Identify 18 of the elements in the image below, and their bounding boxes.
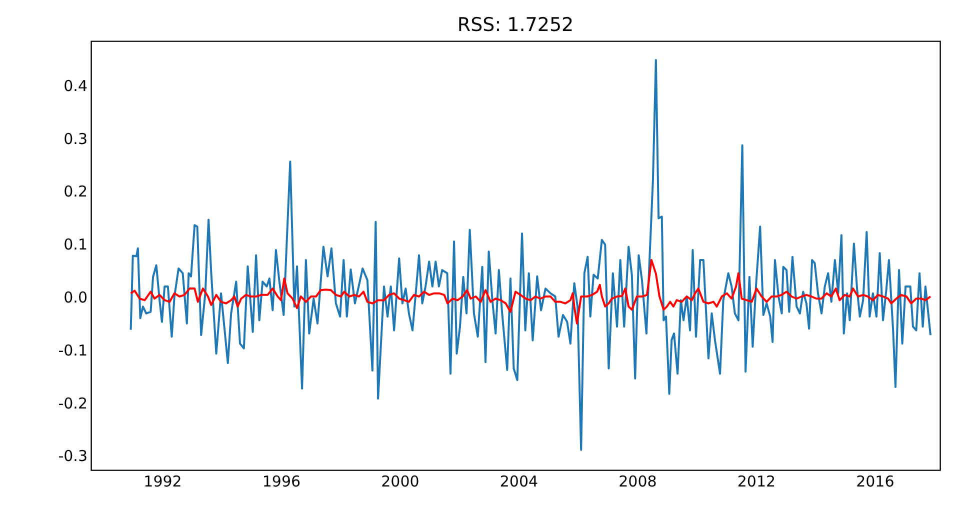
x-tick-label: 2000 <box>381 472 420 490</box>
x-tick-label: 2012 <box>737 472 776 490</box>
x-tick-label: 1996 <box>262 472 301 490</box>
x-tick-label: 1992 <box>144 472 182 490</box>
y-tick-label: 0.2 <box>64 182 88 201</box>
line-series <box>130 258 932 324</box>
y-tick-label: -0.2 <box>58 394 88 412</box>
x-tick-label: 2008 <box>618 472 657 490</box>
y-tick-label: 0.4 <box>64 76 88 95</box>
y-tick-label: 0.0 <box>64 288 88 307</box>
x-tick-label: 2016 <box>856 472 894 490</box>
y-tick-label: 0.1 <box>64 236 88 254</box>
chart-title: RSS: 1.7252 <box>457 14 574 36</box>
y-tick-label: -0.1 <box>58 341 88 360</box>
y-tick-label: 0.3 <box>64 130 88 148</box>
x-tick-label: 2004 <box>500 472 538 490</box>
y-tick-label: -0.3 <box>58 447 88 466</box>
line-series <box>130 59 932 451</box>
